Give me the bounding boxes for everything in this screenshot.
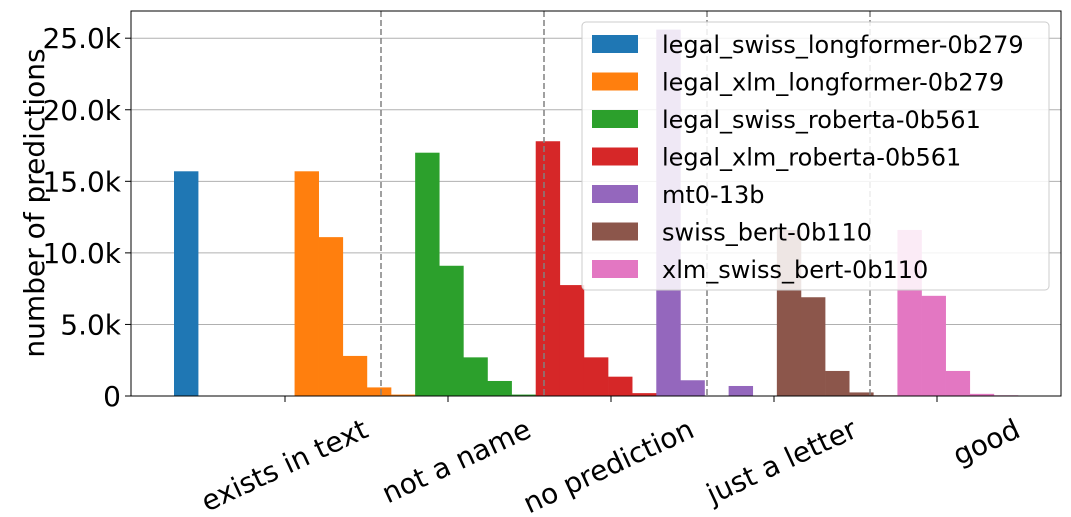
bar xyxy=(535,141,561,396)
bar xyxy=(728,385,754,396)
bar xyxy=(680,380,705,396)
legend: legal_swiss_longformer-0b279 legal_xlm_lo… xyxy=(581,21,1050,291)
y-tick-label: 5.0k xyxy=(60,308,122,341)
legend-swatch xyxy=(592,222,638,241)
bar xyxy=(800,297,826,396)
legend-swatch xyxy=(592,35,638,53)
legend-swatch xyxy=(592,260,638,278)
bar xyxy=(342,355,368,396)
bar xyxy=(825,370,850,396)
y-tick-label: 10.0k xyxy=(42,237,121,270)
bar xyxy=(921,295,946,396)
legend-label: xlm_swiss_bert-0b110 xyxy=(662,256,928,284)
bar xyxy=(608,376,633,396)
legend-label: legal_swiss_roberta-0b561 xyxy=(662,106,981,134)
bar xyxy=(415,152,440,396)
bar xyxy=(366,387,392,396)
legend-label: swiss_bert-0b110 xyxy=(662,219,872,247)
bar xyxy=(294,171,319,396)
bar xyxy=(318,237,344,396)
legend-swatch xyxy=(592,72,638,91)
bar xyxy=(174,171,199,396)
bar xyxy=(487,380,512,396)
legend-box xyxy=(581,21,1050,291)
bar xyxy=(849,392,874,396)
x-tick-label: exists in text xyxy=(196,412,373,517)
bar xyxy=(583,357,609,396)
bar xyxy=(969,393,995,396)
y-tick-label: 20.0k xyxy=(42,94,121,127)
legend-label: legal_xlm_longformer-0b279 xyxy=(662,69,1004,97)
legend-label: legal_swiss_longformer-0b279 xyxy=(662,31,1024,59)
x-tick-label: good xyxy=(948,412,1025,471)
legend-swatch xyxy=(592,185,638,203)
bar xyxy=(391,394,416,396)
bar xyxy=(559,285,585,396)
y-tick-label: 15.0k xyxy=(42,165,121,198)
bar xyxy=(511,394,537,396)
legend-label: mt0-13b xyxy=(662,181,765,209)
bar xyxy=(945,370,971,396)
x-tick-label: not a name xyxy=(377,412,536,510)
y-tick-label: 0 xyxy=(103,380,121,413)
legend-label: legal_xlm_roberta-0b561 xyxy=(662,144,961,172)
bar xyxy=(632,393,657,396)
legend-swatch xyxy=(592,110,638,128)
x-tick-label: no prediction xyxy=(518,412,699,517)
bar xyxy=(463,357,488,396)
y-axis-label: number of predictions xyxy=(18,48,51,357)
x-tick-label: just a letter xyxy=(700,412,862,511)
y-axis: 0 5.0k 10.0k 15.0k 20.0k 25.0k xyxy=(42,22,131,413)
legend-swatch xyxy=(592,147,638,166)
plot-frame xyxy=(130,10,1062,397)
y-tick-label: 25.0k xyxy=(42,22,121,55)
bar xyxy=(439,265,464,396)
